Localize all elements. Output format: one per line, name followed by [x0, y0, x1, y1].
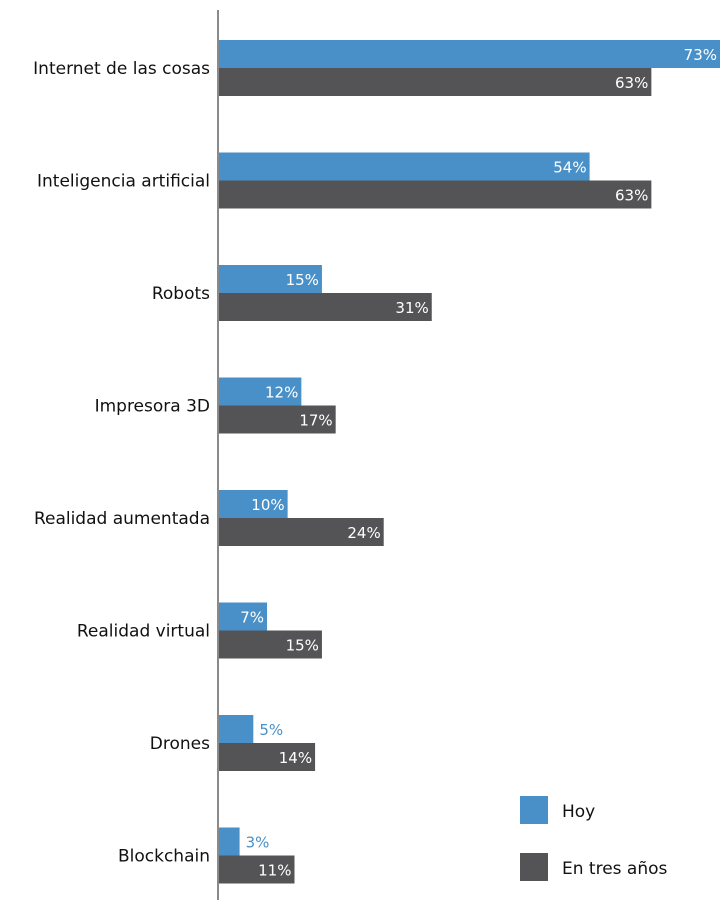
bar-en-tres-anos — [219, 743, 316, 771]
legend-swatch — [520, 796, 548, 824]
data-label: 5% — [259, 721, 283, 739]
category-label: Realidad virtual — [77, 622, 210, 642]
data-label: 15% — [286, 271, 319, 289]
category-label: Blockchain — [118, 847, 210, 867]
bar-hoy — [219, 715, 254, 743]
data-label: 7% — [240, 609, 264, 627]
bar-en-tres-anos — [219, 293, 432, 321]
bar-en-tres-anos — [219, 405, 336, 434]
category-label: Realidad aumentada — [34, 509, 210, 529]
bar-hoy — [219, 490, 288, 518]
data-label: 10% — [251, 496, 284, 514]
bar-en-tres-anos — [219, 68, 652, 96]
category-label: Robots — [152, 284, 210, 304]
bar-en-tres-anos — [219, 180, 652, 209]
data-label: 12% — [265, 384, 298, 402]
data-label: 63% — [615, 74, 648, 92]
category-label: Internet de las cosas — [33, 59, 210, 79]
bar-en-tres-anos — [219, 855, 295, 884]
bar-hoy — [219, 40, 720, 68]
legend-swatch — [520, 853, 548, 881]
data-label: 63% — [615, 187, 648, 205]
data-label: 54% — [553, 159, 586, 177]
data-label: 31% — [395, 299, 428, 317]
category-label: Impresora 3D — [95, 397, 210, 417]
data-label: 11% — [258, 862, 291, 880]
bar-hoy — [219, 152, 590, 181]
data-label: 73% — [684, 46, 717, 64]
data-label: 3% — [246, 834, 270, 852]
category-label: Drones — [150, 734, 210, 754]
data-label: 15% — [286, 637, 319, 655]
bar-en-tres-anos — [219, 630, 322, 659]
bar-hoy — [219, 265, 322, 293]
bar-hoy — [219, 602, 268, 631]
legend-label: Hoy — [562, 802, 595, 822]
bars-group: Internet de las cosas 73% 63% Inteligencia … — [33, 40, 720, 884]
legend: Hoy En tres años — [520, 796, 668, 881]
bar-en-tres-anos — [219, 518, 384, 546]
category-label: Inteligencia artificial — [37, 172, 210, 192]
data-label: 24% — [347, 524, 380, 542]
legend-label: En tres años — [562, 859, 668, 879]
data-label: 17% — [299, 412, 332, 430]
data-label: 14% — [279, 749, 312, 767]
bar-hoy — [219, 377, 302, 406]
bar-hoy — [219, 827, 240, 856]
